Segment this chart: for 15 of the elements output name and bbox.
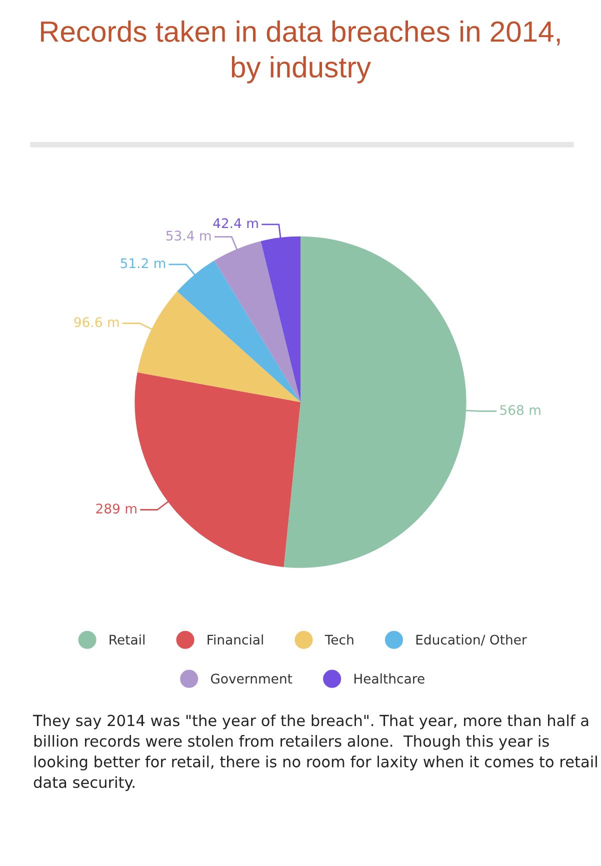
data-label: 289 m	[96, 504, 136, 514]
legend-label: Financial	[208, 634, 263, 645]
legend-label: Government	[210, 674, 292, 684]
data-label: 51.2 m	[120, 258, 166, 268]
legend-label: Healthcare	[354, 673, 424, 684]
legend-label: Education/ Other	[416, 634, 527, 646]
text: They say 2014 was "the year of the breach". That year, more than half a billion records were stolen from retailers alone. Though this year is looking better for retail, there is no room for laxity when it comes to retail data security.	[33, 714, 597, 792]
data-label: 53.4 m	[166, 230, 211, 241]
data-label: 42.4 m	[213, 218, 258, 228]
data-label: 568 m	[500, 405, 540, 416]
pie-slice	[134, 372, 300, 568]
legend-label: Retail	[110, 634, 144, 645]
data-label: 96.6 m	[74, 317, 119, 328]
chart-title: Records taken in data breaches in 2014, by industry	[41, 20, 560, 84]
legend-label: Tech	[324, 634, 354, 645]
